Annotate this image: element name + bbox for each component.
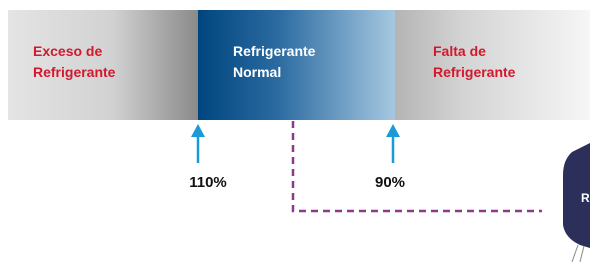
dashed-connector [293, 121, 542, 211]
zone-label: Falta de [433, 43, 486, 59]
device-label: R [581, 191, 590, 205]
zone-normal [198, 10, 395, 120]
zone-label: Exceso de [33, 43, 102, 59]
zone-label: Refrigerante [33, 64, 116, 80]
zone-label: Normal [233, 64, 281, 80]
marker-label: 90% [375, 174, 405, 191]
marker-label: 110% [189, 174, 227, 191]
arrow [191, 124, 205, 163]
zone-label: Refrigerante [433, 64, 516, 80]
diagram: Exceso de Refrigerante Refrigerante Norm… [0, 0, 590, 262]
device-leg [572, 245, 578, 262]
device-leg [580, 246, 584, 262]
arrow [386, 124, 400, 163]
zone-label: Refrigerante [233, 43, 316, 59]
